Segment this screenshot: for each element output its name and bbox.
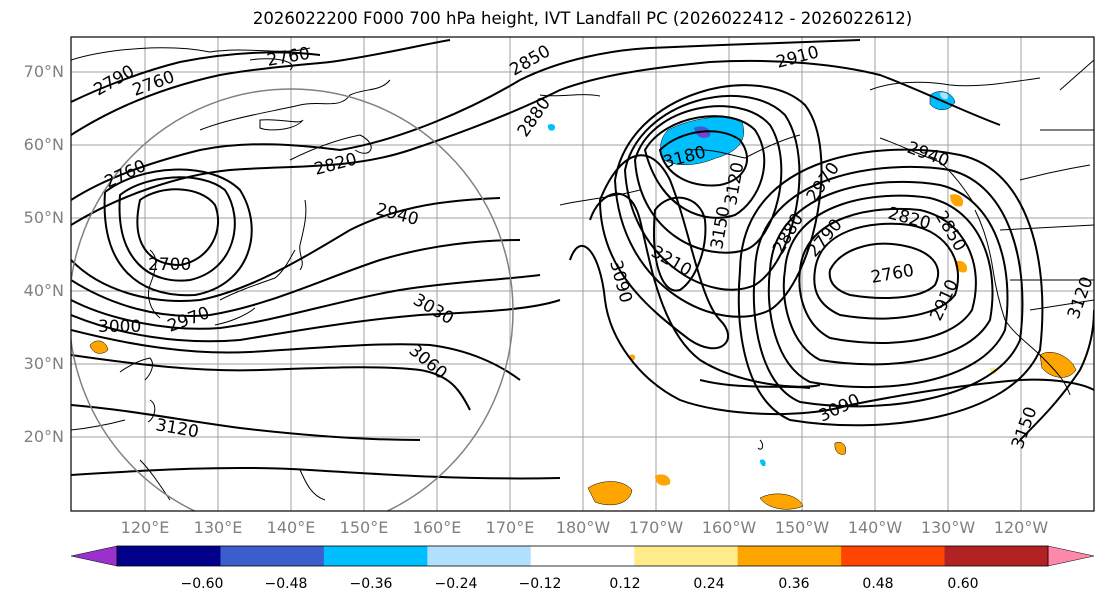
colorbar-segment xyxy=(841,546,946,566)
colorbar-tick-label: 0.60 xyxy=(947,576,979,592)
colorbar-segment xyxy=(117,546,221,566)
lon-label: 140°E xyxy=(266,518,316,537)
contour-label: 3000 xyxy=(98,317,141,337)
map-title: 2026022200 F000 700 hPa height, IVT Land… xyxy=(252,9,913,28)
lon-label: 180°W xyxy=(555,518,611,537)
colorbar-segment xyxy=(220,546,325,566)
lon-label: 150°E xyxy=(339,518,389,537)
colorbar-tick-label: 0.48 xyxy=(862,576,894,592)
colorbar-segment xyxy=(323,546,428,566)
lon-label: 120°E xyxy=(120,518,170,537)
lat-label-40n: 40°N xyxy=(23,281,64,300)
lon-label: 140°W xyxy=(847,518,903,537)
colorbar-segment xyxy=(737,546,842,566)
colorbar-tick-label: 0.12 xyxy=(609,576,641,592)
coastlines xyxy=(71,47,1094,501)
lon-label: 150°W xyxy=(774,518,830,537)
lon-label: 160°E xyxy=(412,518,462,537)
lon-label: 170°E xyxy=(485,518,535,537)
radius-circle xyxy=(71,88,514,511)
contour-label: 2700 xyxy=(148,255,191,275)
lon-label: 170°W xyxy=(628,518,684,537)
lon-label: 130°W xyxy=(920,518,976,537)
colorbar xyxy=(70,545,1095,567)
colorbar-tick-label: 0.36 xyxy=(778,576,810,592)
lon-label: 120°W xyxy=(993,518,1049,537)
colorbar-segment xyxy=(530,546,635,566)
lat-label-70n: 70°N xyxy=(23,62,64,81)
colorbar-tick-label: −0.12 xyxy=(518,576,562,592)
lat-label-60n: 60°N xyxy=(23,135,64,154)
lon-label: 160°W xyxy=(701,518,757,537)
colorbar-tick-label: −0.24 xyxy=(434,576,478,592)
height-contours xyxy=(71,39,1094,480)
lat-label-30n: 30°N xyxy=(23,354,64,373)
colorbar-segment xyxy=(634,546,739,566)
lat-label-50n: 50°N xyxy=(23,208,64,227)
colorbar-tick-label: −0.60 xyxy=(180,576,224,592)
lat-label-20n: 20°N xyxy=(23,427,64,446)
colorbar-tick-label: −0.36 xyxy=(349,576,393,592)
colorbar-tick-label: 0.24 xyxy=(693,576,725,592)
colorbar-segment xyxy=(944,546,1049,566)
graticule xyxy=(71,37,1094,511)
colorbar-tick-label: −0.48 xyxy=(264,576,308,592)
lon-label: 130°E xyxy=(193,518,243,537)
colorbar-segment xyxy=(427,546,532,566)
map-border xyxy=(70,36,1095,512)
